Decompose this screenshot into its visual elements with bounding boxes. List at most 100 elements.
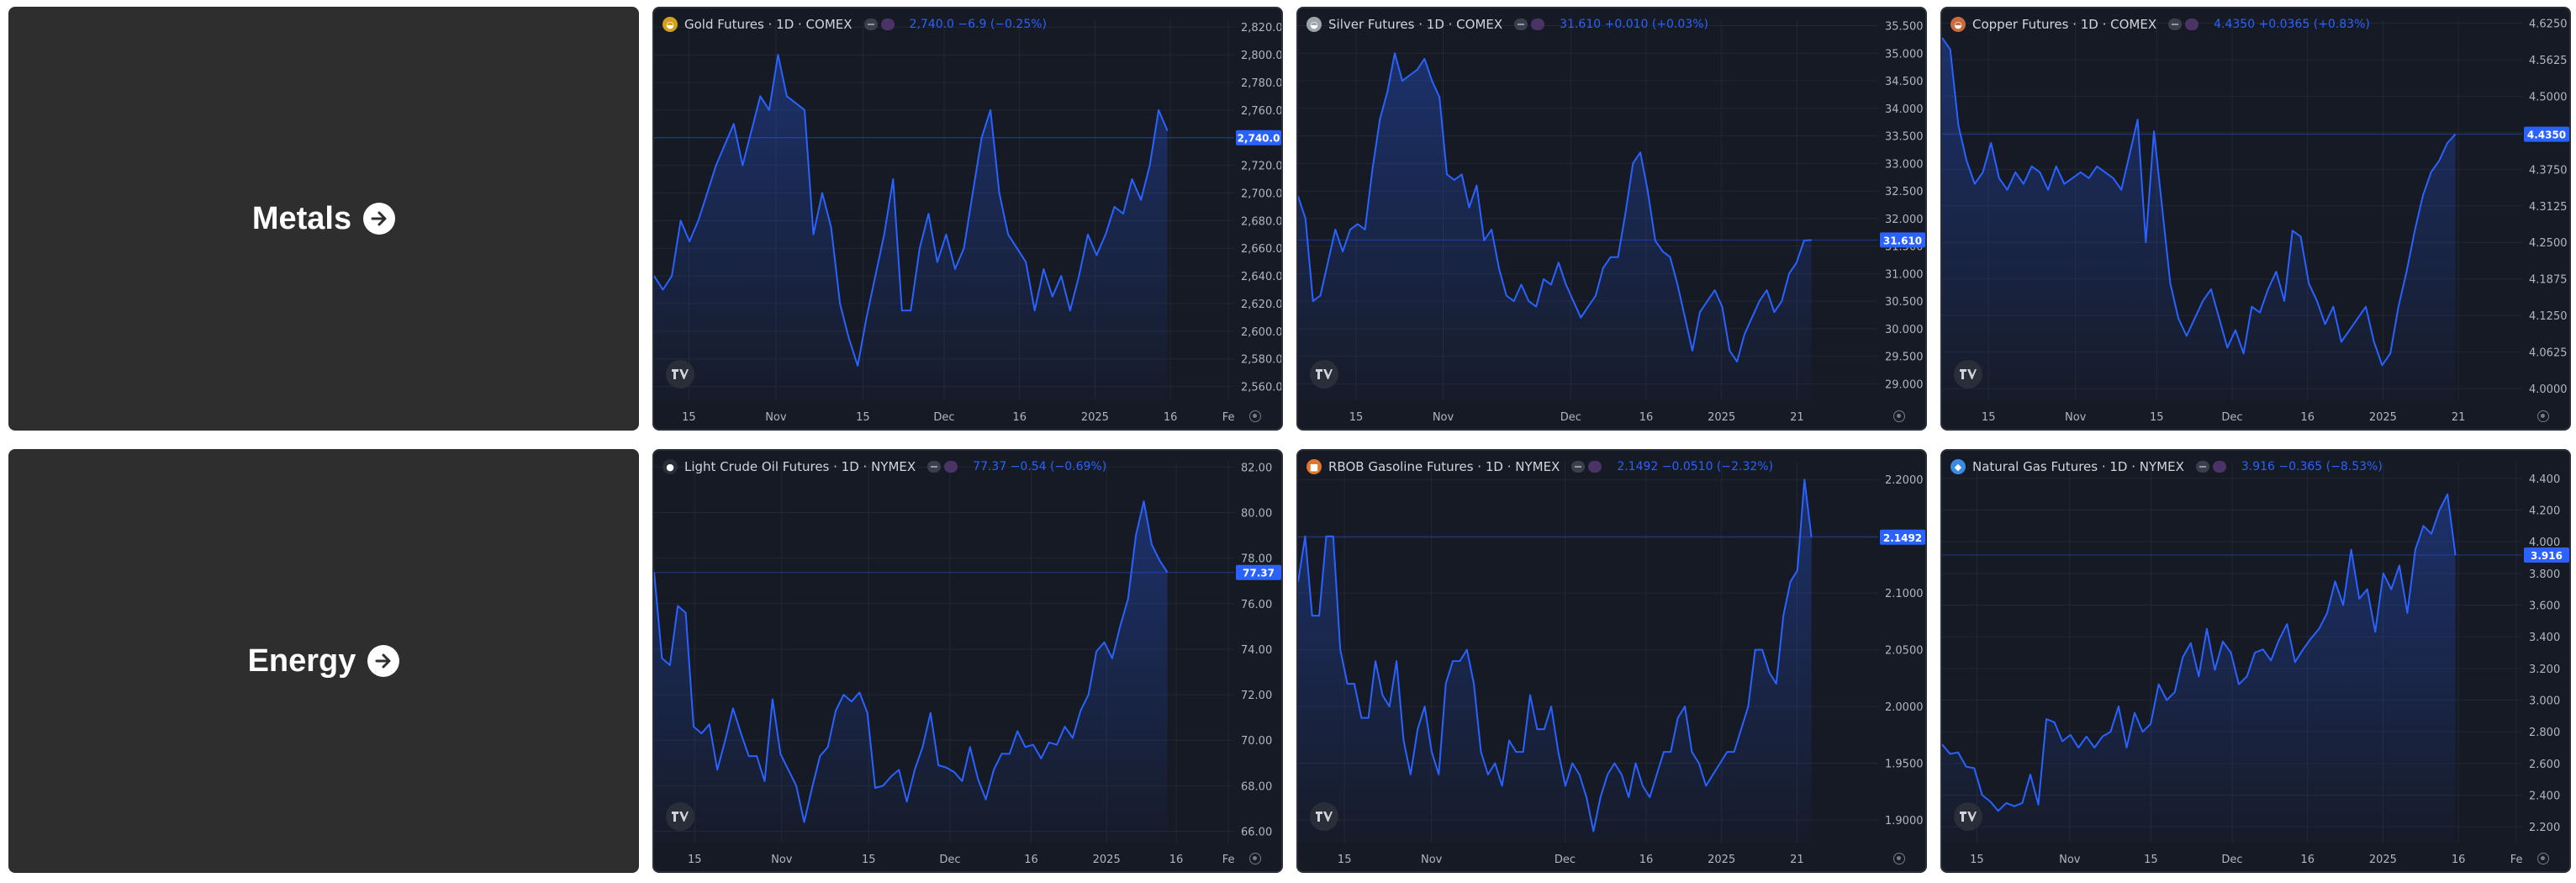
y-tick-label: 4.000 [2529,537,2560,549]
y-tick-label: 4.6250 [2529,18,2568,30]
chart-controls[interactable] [2195,461,2226,473]
y-tick-label: 4.0625 [2529,347,2568,360]
y-tick-label: 4.400 [2529,473,2560,486]
last-price-label: 2.1492 [1883,532,1922,544]
y-tick-label: 1.9000 [1885,815,1924,827]
settings-icon[interactable] [2537,853,2549,864]
chart-header: ◒ Gold Futures · 1D · COMEX 2,740.0 −6.9 (… [662,15,1047,34]
chart-widget-natural-gas[interactable]: ◆ Natural Gas Futures · 1D · NYMEX 3.916 −… [1940,449,2571,873]
minimize-icon[interactable] [1514,19,1528,30]
chart-widget-silver[interactable]: ◒ Silver Futures · 1D · COMEX 31.610 +0.01… [1296,7,1927,431]
y-tick-label: 30.500 [1885,296,1924,309]
y-tick-label: 3.400 [2529,632,2560,644]
y-tick-label: 68.00 [1241,780,1272,793]
arrow-right-circle-icon[interactable] [367,645,400,677]
indicator-toggle-icon[interactable] [2212,461,2226,473]
category-card-metals[interactable]: Metals [8,7,639,431]
x-tick-label: 15 [2150,411,2164,424]
price-chart[interactable]: 35.500 35.000 34.500 34.000 33.500 33.000 32.5… [1298,8,1925,429]
x-tick-label: 15 [2144,854,2158,866]
chart-widget-gold[interactable]: ◒ Gold Futures · 1D · COMEX 2,740.0 −6.9 (… [652,7,1283,431]
indicator-toggle-icon[interactable] [2185,19,2199,30]
category-energy-content: Energy [248,643,400,679]
minimize-icon[interactable] [2168,19,2183,30]
price-quote: 2.1492 −0.0510 (−2.32%) [1617,460,1774,473]
chart-header: ◒ Copper Futures · 1D · COMEX 4.4350 +0.03… [1950,15,2370,34]
x-tick-label: 2025 [2369,411,2397,424]
last-price-label: 4.4350 [2527,130,2566,141]
settings-icon[interactable] [2537,410,2549,422]
category-metals-content: Metals [252,201,396,237]
category-card-energy[interactable]: Energy [8,449,639,873]
x-tick-label: Fe [1222,411,1235,424]
indicator-toggle-icon[interactable] [944,461,958,473]
chart-controls[interactable] [863,19,895,30]
price-chart[interactable]: 82.00 80.00 78.00 76.00 74.00 72.00 70.00 68.00… [654,451,1281,871]
price-chart[interactable]: 2.20002.15002.10002.05002.00001.95001.90… [1298,451,1925,871]
x-tick-label: Nov [1433,411,1454,424]
y-tick-label: 3.600 [2529,600,2560,613]
chart-widget-crude-oil[interactable]: ● Light Crude Oil Futures · 1D · NYMEX 77.… [652,449,1283,873]
chart-header: ● Light Crude Oil Futures · 1D · NYMEX 77.… [662,457,1106,476]
indicator-toggle-icon[interactable] [1588,461,1602,473]
y-tick-label: 3.000 [2529,695,2560,708]
settings-icon[interactable] [1249,853,1261,864]
minimize-icon[interactable] [2195,461,2209,473]
x-tick-label: 15 [682,411,696,424]
settings-icon[interactable] [1893,410,1905,422]
y-tick-label: 4.5000 [2529,91,2568,103]
x-tick-label: 16 [2300,854,2315,866]
x-tick-label: 16 [1639,854,1654,866]
y-tick-label: 2.0000 [1885,701,1924,714]
minimize-icon[interactable] [863,19,878,30]
x-tick-label: Dec [1560,411,1581,424]
chart-header: ◆ Natural Gas Futures · 1D · NYMEX 3.916 −… [1950,457,2383,476]
price-line [1942,493,2457,812]
price-chart[interactable]: 2,820.0 2,800.0 2,780.0 2,760.0 2,740.0 2,720… [654,8,1281,429]
chart-controls[interactable] [1514,19,1545,30]
x-tick-label: 16 [1169,854,1184,866]
price-chart[interactable]: 4.62504.56254.50004.43754.37504.31254.25… [1942,8,2569,429]
last-price-label: 2,740.0 [1238,133,1280,145]
chart-widget-gasoline[interactable]: ■ RBOB Gasoline Futures · 1D · NYMEX 2.149… [1296,449,1927,873]
chart-controls[interactable] [927,461,958,473]
tradingview-logo-icon[interactable] [1310,360,1338,389]
settings-icon[interactable] [1893,853,1905,864]
price-area [1942,494,2456,843]
y-tick-label: 33.000 [1885,158,1924,171]
last-price-label: 77.37 [1243,568,1275,579]
chart-widget-copper[interactable]: ◒ Copper Futures · 1D · COMEX 4.4350 +0.03… [1940,7,2571,431]
y-tick-label: 2,720.0 [1241,161,1281,173]
price-quote: 31.610 +0.010 (+0.03%) [1560,18,1708,31]
minimize-icon[interactable] [1571,461,1586,473]
y-tick-label: 2.600 [2529,759,2560,771]
chart-controls[interactable] [1571,461,1602,473]
x-tick-label: 2025 [1081,411,1109,424]
y-tick-label: 1.9500 [1885,759,1924,771]
tradingview-logo-icon[interactable] [1954,360,1982,389]
price-area [1942,37,2456,401]
price-line [1942,37,2457,367]
x-tick-label: Dec [939,854,960,866]
x-tick-label: 15 [1349,411,1364,424]
y-tick-label: 30.000 [1885,324,1924,336]
arrow-right-circle-icon[interactable] [363,203,396,235]
tradingview-logo-icon[interactable] [1954,802,1982,831]
y-tick-label: 4.3125 [2529,201,2568,214]
tradingview-logo-icon[interactable] [666,802,694,831]
indicator-toggle-icon[interactable] [1531,19,1545,30]
y-tick-label: 2,800.0 [1241,50,1281,62]
x-tick-label: 15 [1970,854,1984,866]
price-chart[interactable]: 4.400 4.200 4.000 3.800 3.600 3.400 3.200 3.000… [1942,451,2569,871]
gasoline-icon: ■ [1306,459,1322,474]
tradingview-logo-icon[interactable] [666,360,694,389]
tradingview-logo-icon[interactable] [1310,802,1338,831]
minimize-icon[interactable] [927,461,942,473]
price-quote: 4.4350 +0.0365 (+0.83%) [2214,18,2370,31]
x-tick-label: Dec [1555,854,1576,866]
settings-icon[interactable] [1249,410,1261,422]
indicator-toggle-icon[interactable] [880,19,895,30]
x-tick-label: Nov [2065,411,2087,424]
chart-controls[interactable] [2168,19,2199,30]
silver-icon: ◒ [1306,17,1322,32]
